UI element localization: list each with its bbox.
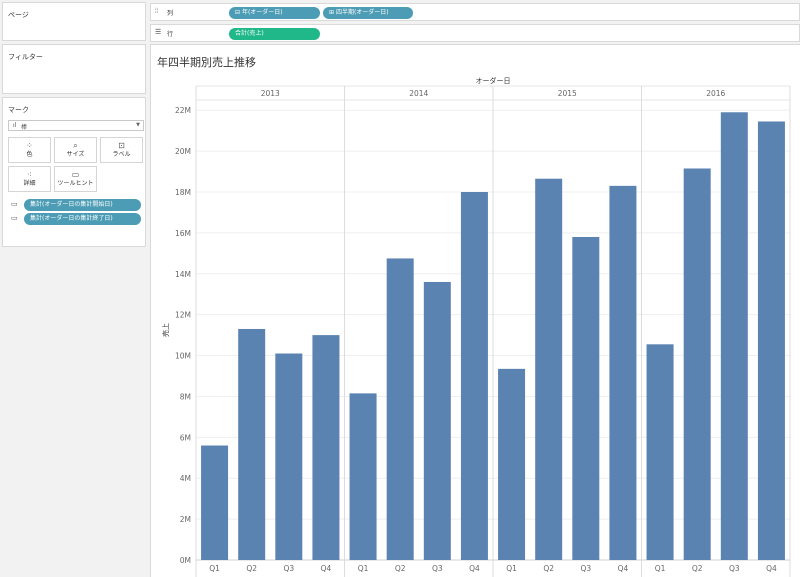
rows-icon: ☰ — [155, 28, 162, 36]
y-tick-label: 8M — [180, 392, 191, 401]
mark-type-value: 棒 — [21, 124, 28, 131]
y-tick-label: 0M — [180, 556, 191, 565]
left-panel: ページ フィルター マーク ıl 棒 ▼ ⁘ 色 ⌕ サイズ ⊡ ラベル ⁖ 詳… — [0, 0, 148, 577]
x-tick-label: Q1 — [209, 564, 220, 573]
marks-pill-start-label: 集計(オーダー日の集計開始日) — [24, 199, 141, 211]
tooltip-button[interactable]: ▭ ツールヒント — [54, 166, 97, 192]
tooltip-button-label: ツールヒント — [57, 180, 94, 187]
bar-2015-Q4 — [609, 185, 637, 560]
x-header-label: オーダー日 — [476, 76, 511, 85]
pill-expand-icon: ⊞ — [329, 9, 336, 16]
mark-type-dropdown[interactable]: ıl 棒 ▼ — [8, 120, 144, 131]
group-label: 2015 — [558, 89, 577, 98]
x-tick-label: Q1 — [655, 564, 666, 573]
x-tick-label: Q4 — [766, 564, 777, 573]
chart-title: 年四半期別売上推移 — [157, 56, 256, 69]
detail-button-label: 詳細 — [23, 180, 36, 187]
x-tick-label: Q2 — [543, 564, 554, 573]
x-tick-label: Q4 — [469, 564, 480, 573]
columns-shelf-label: 列 — [167, 10, 174, 17]
x-tick-label: Q2 — [692, 564, 703, 573]
label-button-label: ラベル — [112, 151, 131, 158]
bar-2014-Q2 — [386, 258, 414, 560]
y-tick-label: 18M — [175, 188, 191, 197]
size-icon: ⌕ — [73, 141, 78, 150]
y-tick-label: 14M — [175, 270, 191, 279]
bar-2015-Q1 — [498, 368, 526, 560]
y-tick-label: 16M — [175, 229, 191, 238]
columns-shelf[interactable]: ⦙⦙ 列 ⊟ 年(オーダー日) ⊞ 四半期(オーダー日) — [150, 3, 800, 21]
color-button-label: 色 — [26, 151, 33, 158]
rows-shelf-label: 行 — [167, 31, 174, 38]
bar-2013-Q3 — [275, 353, 303, 560]
y-tick-label: 22M — [175, 106, 191, 115]
color-dots-icon: ⁘ — [26, 141, 33, 150]
x-tick-label: Q2 — [395, 564, 406, 573]
chevron-down-icon: ▼ — [136, 122, 140, 128]
y-tick-label: 20M — [175, 147, 191, 156]
bar-2014-Q1 — [349, 393, 377, 560]
bar-2015-Q3 — [572, 236, 600, 560]
group-label: 2013 — [261, 89, 280, 98]
marks-title: マーク — [8, 106, 29, 114]
x-tick-label: Q4 — [618, 564, 629, 573]
columns-icon: ⦙⦙ — [155, 7, 159, 15]
label-button[interactable]: ⊡ ラベル — [100, 137, 143, 163]
label-icon: ⊡ — [118, 141, 125, 150]
bar-2016-Q1 — [646, 344, 674, 560]
columns-pill-year[interactable]: ⊟ 年(オーダー日) — [229, 7, 320, 19]
pages-title: ページ — [8, 11, 29, 19]
detail-button[interactable]: ⁖ 詳細 — [8, 166, 51, 192]
marks-pill-end-label: 集計(オーダー日の集計終了日) — [24, 213, 141, 225]
bar-2016-Q3 — [720, 112, 748, 561]
x-tick-label: Q3 — [432, 564, 443, 573]
bar-2016-Q2 — [683, 168, 711, 560]
group-label: 2014 — [409, 89, 428, 98]
filters-title: フィルター — [8, 53, 43, 61]
filters-card[interactable]: フィルター — [2, 44, 146, 94]
x-tick-label: Q3 — [729, 564, 740, 573]
bar-2013-Q4 — [312, 335, 340, 560]
size-button-label: サイズ — [66, 151, 85, 158]
y-tick-label: 4M — [180, 474, 191, 483]
bar-2015-Q2 — [535, 178, 563, 560]
rows-pill-sales[interactable]: 合計(売上) — [229, 28, 320, 40]
bar-2014-Q4 — [460, 192, 488, 560]
tooltip-icon: ▭ — [11, 214, 18, 222]
x-tick-label: Q3 — [283, 564, 294, 573]
columns-pill-quarter[interactable]: ⊞ 四半期(オーダー日) — [323, 7, 413, 19]
x-tick-label: Q2 — [246, 564, 257, 573]
color-button[interactable]: ⁘ 色 — [8, 137, 51, 163]
x-tick-label: Q1 — [358, 564, 369, 573]
rows-shelf[interactable]: ☰ 行 合計(売上) — [150, 24, 800, 42]
tooltip-icon: ▭ — [71, 170, 80, 179]
bar-chart-icon: ıl — [13, 122, 17, 129]
marks-card: マーク ıl 棒 ▼ ⁘ 色 ⌕ サイズ ⊡ ラベル ⁖ 詳細 ▭ ツールヒント… — [2, 97, 146, 247]
y-tick-label: 10M — [175, 352, 191, 361]
y-axis-label: 売上 — [161, 323, 170, 337]
bar-2014-Q3 — [423, 281, 451, 560]
x-tick-label: Q1 — [506, 564, 517, 573]
y-tick-label: 12M — [175, 311, 191, 320]
size-button[interactable]: ⌕ サイズ — [54, 137, 97, 163]
y-tick-label: 2M — [180, 515, 191, 524]
group-label: 2016 — [706, 89, 725, 98]
bar-2013-Q1 — [201, 445, 229, 560]
x-tick-label: Q4 — [321, 564, 332, 573]
bar-2013-Q2 — [238, 328, 266, 560]
tooltip-icon: ▭ — [11, 200, 18, 208]
pages-card[interactable]: ページ — [2, 2, 146, 41]
detail-icon: ⁖ — [27, 170, 32, 179]
x-tick-label: Q3 — [580, 564, 591, 573]
bar-2016-Q4 — [757, 121, 785, 560]
y-tick-label: 6M — [180, 433, 191, 442]
pill-expand-icon: ⊟ — [235, 9, 242, 16]
